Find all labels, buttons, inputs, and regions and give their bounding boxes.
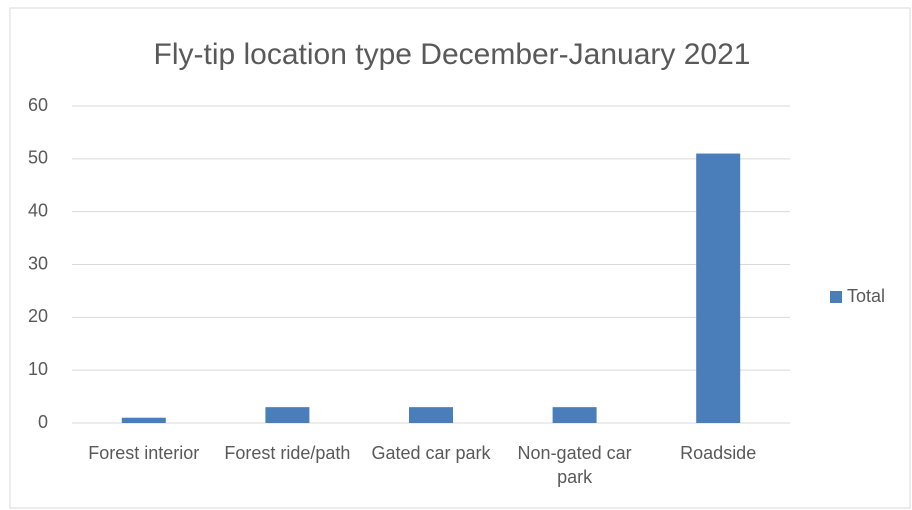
legend-swatch bbox=[830, 291, 842, 303]
x-tick-label: Forest interior bbox=[88, 443, 200, 463]
x-tick-label: Gated car park bbox=[371, 443, 491, 463]
y-tick-label: 40 bbox=[28, 200, 48, 220]
bar bbox=[121, 417, 166, 423]
bar bbox=[409, 407, 453, 423]
chart-title: Fly-tip location type December-January 2… bbox=[154, 38, 751, 71]
chart-border bbox=[9, 7, 911, 509]
bar bbox=[265, 407, 310, 423]
y-tick-label: 10 bbox=[28, 359, 48, 379]
y-tick-label: 50 bbox=[28, 148, 48, 168]
y-tick-label: 60 bbox=[28, 95, 48, 115]
legend-label: Total bbox=[847, 286, 885, 306]
x-tick-label: Roadside bbox=[680, 443, 757, 463]
x-tick-label: Non-gated car park bbox=[517, 443, 632, 487]
y-tick-label: 0 bbox=[38, 412, 48, 432]
y-tick-label: 30 bbox=[28, 253, 48, 273]
x-tick-label: Forest ride/path bbox=[224, 443, 351, 463]
y-tick-label: 20 bbox=[28, 306, 48, 326]
bar bbox=[696, 153, 741, 424]
bar bbox=[552, 407, 597, 423]
